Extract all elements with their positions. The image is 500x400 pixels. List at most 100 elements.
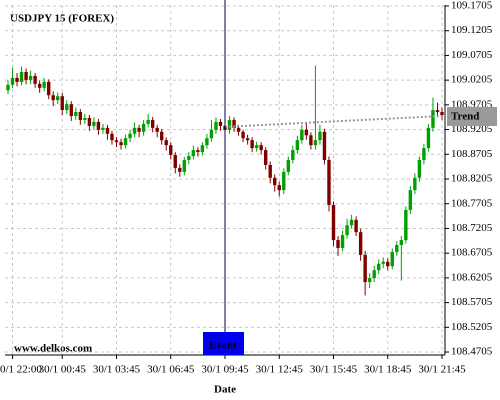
y-tick-label: 109.1205 (451, 24, 493, 36)
y-tick-label: 109.0205 (451, 74, 493, 86)
candle-body (56, 96, 60, 101)
candle-body (277, 185, 281, 191)
y-tick-label: 109.0705 (451, 49, 493, 61)
candle-body (114, 140, 119, 143)
x-tick-label: 30/1 12:45 (256, 364, 304, 376)
candle-body (250, 140, 254, 149)
candle-body (318, 131, 322, 141)
candle-body (417, 159, 422, 178)
candle-body (304, 129, 309, 136)
candle-body (196, 150, 200, 153)
event-box (203, 332, 244, 355)
candle-body (6, 84, 10, 91)
y-tick-label: 108.9205 (451, 123, 493, 135)
candle-body (413, 177, 417, 191)
candle-body (191, 150, 196, 157)
candle-body (110, 133, 114, 141)
x-tick-label: 30/1 00:45 (39, 364, 87, 376)
candle-body (404, 209, 408, 241)
candle-body (10, 77, 15, 85)
candle-body (69, 104, 73, 116)
candle-body (331, 204, 336, 241)
candle-body (263, 150, 268, 165)
candle-body (227, 119, 232, 130)
x-tick-label: 30/1 09:45 (201, 364, 249, 376)
candle-body (431, 110, 435, 128)
candle-body (128, 133, 132, 139)
candle-body (286, 159, 290, 172)
candle-body (87, 117, 92, 126)
x-axis-title: Date (214, 384, 236, 396)
candle-body (123, 138, 128, 146)
candle-body (65, 104, 69, 111)
candle-body (28, 75, 33, 80)
y-tick-label: 109.1705 (451, 0, 493, 12)
candle-body (92, 121, 96, 126)
candle-body (24, 71, 28, 80)
candle-body (42, 81, 46, 88)
candle-body (78, 112, 83, 120)
candle-body (141, 123, 146, 132)
candle-body (395, 245, 399, 252)
candle-body (241, 131, 245, 139)
candle-body (96, 121, 101, 130)
y-tick-label: 108.7705 (451, 197, 493, 209)
candle-body (291, 150, 295, 160)
candle-body (60, 96, 64, 111)
candle-body (282, 171, 286, 191)
candle-body (137, 127, 141, 132)
y-tick-label: 108.5705 (451, 296, 493, 308)
candle-body (399, 240, 404, 246)
candle-body (146, 119, 150, 124)
candle-body (74, 112, 78, 116)
y-tick-label: 108.8705 (451, 148, 493, 160)
x-tick-label: 0/1 22:00 (0, 364, 42, 376)
candle-body (132, 127, 137, 134)
candle-body (119, 142, 123, 146)
candle-body (205, 138, 209, 146)
candle-body (15, 77, 19, 82)
event-label: Event (209, 340, 237, 352)
candle-body (19, 71, 24, 82)
candle-body (232, 119, 236, 128)
candle-body (37, 83, 42, 88)
footer: www.delkos.com (14, 343, 92, 355)
candle-body (182, 159, 187, 172)
candle-body (200, 145, 205, 153)
candle-body (51, 95, 55, 101)
candle-body (327, 159, 331, 205)
candle-body (386, 261, 390, 267)
candle-body (33, 75, 37, 84)
candle-body (377, 263, 381, 271)
trend-label-box (447, 106, 497, 126)
y-tick-label: 108.8205 (451, 173, 493, 185)
candle-body (268, 164, 272, 178)
candle-body (354, 219, 358, 233)
candle-body (164, 140, 168, 146)
candle-body (295, 140, 300, 151)
candle-body (101, 127, 105, 130)
candle-body (367, 278, 372, 283)
candle-body (440, 112, 444, 115)
y-tick-label: 108.4705 (451, 346, 493, 358)
candle-body (336, 240, 340, 248)
candle-body (363, 254, 367, 283)
x-tick-label: 30/1 15:45 (310, 364, 358, 376)
candle-body (273, 177, 277, 186)
candle-body (300, 129, 304, 141)
candle-body (426, 127, 431, 149)
x-tick-label: 30/1 06:45 (147, 364, 195, 376)
candle-body (169, 145, 173, 156)
y-tick-label: 108.7205 (451, 222, 493, 234)
y-tick-label: 108.6205 (451, 271, 493, 283)
candle-body (209, 129, 214, 139)
candle-body (105, 127, 110, 134)
candle-body (372, 270, 376, 279)
x-tick-label: 30/1 21:45 (418, 364, 466, 376)
candle-body (160, 131, 164, 141)
candle-body (187, 156, 191, 160)
candle-body (358, 232, 363, 255)
trend-label: Trend (451, 111, 479, 123)
candle-body (254, 145, 259, 149)
candle-body (46, 81, 51, 96)
